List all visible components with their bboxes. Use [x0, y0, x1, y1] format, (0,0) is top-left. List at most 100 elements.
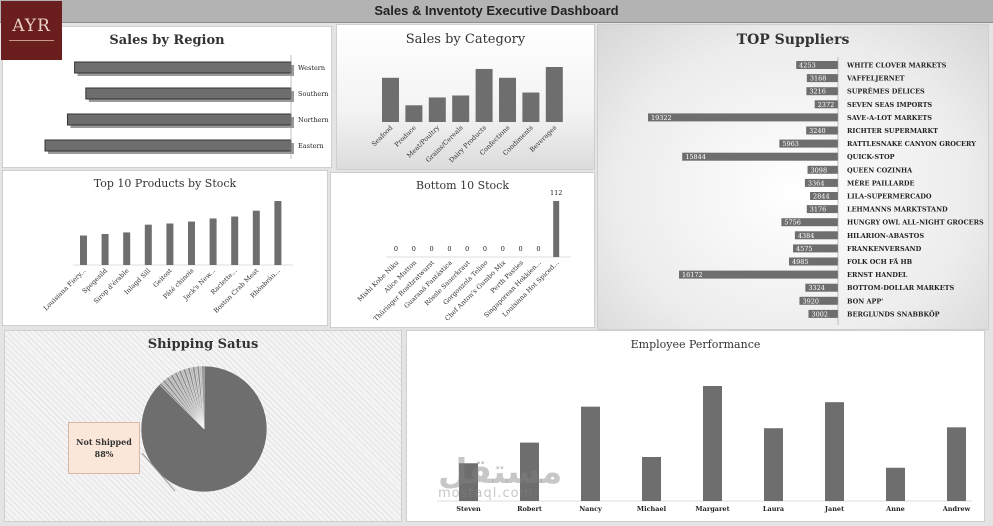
bottom-stock-value: 112: [550, 189, 562, 197]
brand-logo: AYR: [1, 1, 62, 60]
sales-by-region-chart: Western Southern Northern Eastern: [44, 55, 329, 159]
sales-by-category-chart: SeafoodProduceMeat/PoultryGrains/Cereals…: [370, 67, 563, 164]
supplier-bar: [793, 244, 838, 253]
region-label: Northern: [298, 116, 329, 124]
supplier-bar: [814, 100, 838, 109]
top-product-bar: [231, 216, 239, 265]
dashboard-title: Sales & Inventoty Executive Dashboard: [374, 3, 619, 18]
supplier-bar: [806, 205, 838, 214]
supplier-label: RICHTER SUPERMARKT: [847, 127, 938, 135]
top-product-bar: [101, 233, 109, 265]
employee-bar: [520, 442, 539, 501]
supplier-label: LEHMANNS MARKTSTAND: [847, 206, 948, 214]
supplier-label: BOTTOM-DOLLAR MARKETS: [847, 284, 955, 292]
supplier-value: 3098: [811, 166, 828, 174]
supplier-value: 4384: [798, 232, 815, 240]
employee-label: Anne: [885, 505, 905, 513]
employee-label: Robert: [517, 505, 542, 513]
bottom-stock-value: 0: [412, 245, 416, 253]
employee-label: Margaret: [695, 505, 729, 513]
top-product-bar: [209, 218, 217, 265]
top-products-title: Top 10 Products by Stock: [93, 177, 237, 190]
callout-label: Not Shipped: [76, 437, 132, 447]
supplier-value: 3920: [802, 297, 819, 305]
region-label: Eastern: [298, 142, 324, 150]
supplier-value: 3176: [810, 206, 827, 214]
sales-by-category-title: Sales by Category: [405, 32, 526, 47]
sales-by-category-panel: Sales by Category Seafood Produce Meat/Pou…: [336, 24, 595, 170]
employee-label: Andrew: [942, 505, 971, 513]
supplier-label: MÈRE PAILLARDE: [847, 178, 914, 187]
supplier-label: QUICK-STOP: [847, 153, 895, 161]
callout-value: 88%: [94, 449, 114, 459]
supplier-value: 3002: [811, 310, 828, 318]
shipping-slice: [201, 365, 205, 430]
callout-leader: [141, 452, 176, 492]
watermark-url: mostaql.com: [438, 486, 534, 501]
employee-bar: [947, 427, 966, 501]
category-bar: [452, 95, 470, 122]
supplier-bar: [648, 113, 838, 122]
supplier-bar: [788, 257, 838, 266]
employee-label: Steven: [456, 505, 481, 513]
logo-text: AYR: [12, 16, 51, 36]
supplier-value: 5756: [784, 219, 801, 227]
bottom-stock-value: 0: [501, 245, 505, 253]
supplier-label: FRANKENVERSAND: [847, 245, 922, 253]
supplier-bar: [804, 178, 838, 187]
employee-label: Nancy: [579, 505, 602, 513]
supplier-value: 19322: [651, 114, 672, 122]
supplier-label: RATTLESNAKE CANYON GROCERY: [847, 140, 976, 148]
bottom-stock-value: 0: [519, 245, 523, 253]
employee-bar: [459, 463, 478, 501]
category-bar: [522, 92, 540, 122]
bottom-stock-panel: Bottom 10 Stock 0 Mishi Kobe Niku 0 Alice M…: [330, 172, 595, 328]
top-products-panel: Top 10 Products by Stock Louisiana Fiery…: [2, 170, 328, 326]
sales-by-region-panel: Sales by Region Western Southern Northern E…: [2, 26, 332, 168]
supplier-bar: [682, 152, 838, 161]
shipping-status-panel: Shipping Satus: [4, 330, 402, 522]
supplier-label: WHITE CLOVER MARKETS: [846, 62, 947, 70]
bottom-stock-title: Bottom 10 Stock: [416, 179, 509, 192]
supplier-bar: [808, 309, 838, 318]
supplier-bar: [806, 87, 838, 96]
top-product-bar: [252, 210, 260, 265]
category-bar: [382, 77, 399, 122]
supplier-bar: [805, 283, 838, 292]
supplier-label: HILARION-ABASTOS: [847, 232, 924, 240]
employee-bar: [581, 406, 600, 501]
supplier-label: ERNST HANDEL: [847, 271, 908, 279]
region-bar: [66, 113, 292, 126]
top-product-bar: [274, 201, 282, 265]
employee-performance-panel: Employee Performance Steven Robert Nancy Mi…: [406, 330, 985, 522]
region-bar: [74, 61, 292, 74]
supplier-label: QUEEN COZINHA: [847, 166, 913, 174]
supplier-label: LILA-SUPERMERCADO: [847, 193, 932, 201]
supplier-label: SAVE-A-LOT MARKETS: [847, 114, 932, 122]
top-product-bar: [166, 223, 174, 265]
employee-bar: [764, 428, 783, 501]
employee-bar: [825, 402, 844, 501]
supplier-value: 2844: [813, 193, 830, 201]
employee-performance-title: Employee Performance: [630, 338, 761, 351]
supplier-value: 4253: [799, 62, 816, 70]
region-label: Western: [298, 64, 325, 72]
top-suppliers-panel: TOP Suppliers 4253 WHITE CLOVER MARKETS 31…: [597, 24, 989, 330]
supplier-label: SEVEN SEAS IMPORTS: [847, 101, 932, 109]
dashboard-title-bar: Sales & Inventoty Executive Dashboard: [0, 0, 993, 23]
supplier-value: 15844: [685, 153, 706, 161]
supplier-label: HUNGRY OWL ALL-NIGHT GROCERS: [847, 219, 984, 227]
sales-by-region-title: Sales by Region: [109, 33, 225, 48]
supplier-value: 3324: [808, 284, 825, 292]
supplier-value: 3364: [808, 179, 825, 187]
supplier-bar: [806, 74, 838, 83]
supplier-bar: [807, 165, 838, 174]
supplier-bar: [796, 61, 838, 69]
not-shipped-callout: Not Shipped 88%: [68, 422, 140, 474]
employee-bar: [703, 386, 722, 501]
supplier-value: 4575: [796, 245, 813, 253]
supplier-value: 16172: [682, 271, 703, 279]
category-bar: [499, 77, 516, 122]
